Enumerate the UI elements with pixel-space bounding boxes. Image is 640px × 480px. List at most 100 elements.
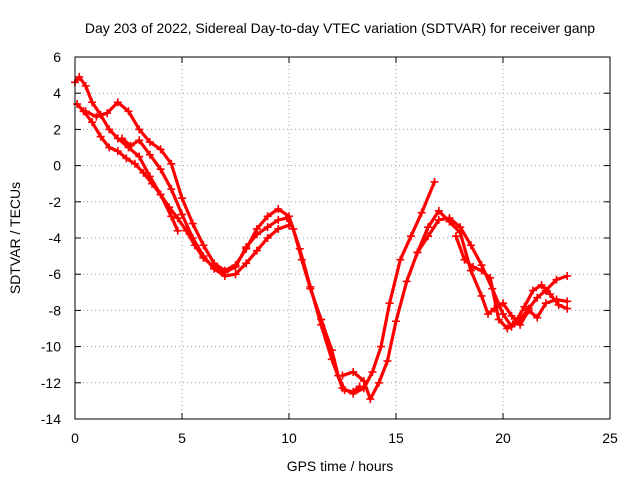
chart-title: Day 203 of 2022, Sidereal Day-to-day VTE… [85,20,595,36]
series-satellite-track-3 [81,98,439,398]
data-point-marker [528,286,537,295]
data-point-marker [199,252,208,261]
data-point-marker [81,81,90,90]
y-tick-label: -14 [41,411,61,427]
data-point-marker [511,317,520,326]
data-point-marker [263,223,272,232]
data-point-marker [124,107,133,116]
data-point-marker [242,244,251,253]
data-point-marker [383,357,392,366]
series-satellite-track-6 [413,206,572,329]
data-point-marker [105,143,114,152]
data-point-marker [156,165,165,174]
data-point-marker [537,281,546,290]
data-point-marker [466,241,475,250]
data-point-marker [274,205,283,214]
data-point-marker [413,248,422,257]
data-point-marker [118,134,127,143]
data-point-marker [274,224,283,233]
data-point-marker [96,132,105,141]
y-tick-label: -10 [41,339,61,355]
data-point-marker [105,125,114,134]
data-point-marker [295,244,304,253]
y-tick-label: 0 [53,158,61,174]
data-point-marker [220,272,229,281]
data-point-marker [252,224,261,233]
data-point-marker [374,378,383,387]
data-point-marker [349,367,358,376]
x-tick-label: 5 [178,430,186,446]
y-tick-label: -8 [49,302,62,318]
data-point-marker [469,262,478,271]
y-tick-label: -12 [41,375,61,391]
data-point-marker [460,255,469,264]
data-point-marker [173,226,182,235]
y-tick-label: -6 [49,266,62,282]
data-point-marker [434,206,443,215]
data-point-marker [135,136,144,145]
data-point-marker [88,118,97,127]
data-point-marker [486,273,495,282]
data-point-marker [563,272,572,281]
grid-lines [75,57,610,419]
x-tick-label: 0 [71,430,79,446]
data-point-marker [145,138,154,147]
data-point-marker [73,100,82,109]
x-tick-label: 20 [495,430,511,446]
x-tick-label: 25 [602,430,618,446]
data-point-marker [263,234,272,242]
data-point-marker [306,282,315,291]
data-point-marker [499,299,507,308]
data-point-marker [130,159,139,168]
data-point-marker [145,150,154,159]
data-point-marker [210,264,219,273]
data-point-marker [563,304,572,313]
data-point-marker [524,306,533,315]
data-point-marker [434,215,443,224]
data-point-marker [541,299,550,308]
data-point-marker [167,212,176,221]
data-point-marker [516,320,525,329]
data-point-marker [126,141,135,150]
data-point-marker [552,275,561,284]
data-point-marker [563,297,572,306]
data-point-marker [520,302,529,311]
series-line [340,216,569,401]
series-line [75,102,362,394]
data-point-marker [499,310,507,319]
data-point-marker [231,270,240,279]
data-point-marker [477,291,486,300]
data-series-group [71,72,572,404]
series-satellite-track-7 [451,232,572,333]
data-point-marker [451,232,460,241]
data-point-marker [92,112,101,121]
data-point-marker [445,217,454,226]
data-point-marker [122,154,131,163]
data-point-marker [327,355,336,364]
data-point-marker [402,277,411,286]
data-point-marker [113,147,122,156]
data-point-marker [178,194,186,203]
data-point-marker [385,299,394,308]
data-point-marker [88,98,97,107]
data-point-marker [546,290,555,299]
data-point-marker [338,371,347,380]
data-point-marker [252,246,261,255]
data-point-marker [317,320,326,329]
data-point-marker [139,168,148,177]
y-axis-label: SDTVAR / TECUs [7,182,23,294]
data-point-marker [417,208,426,217]
data-point-marker [263,212,272,221]
data-point-marker [456,228,465,237]
data-point-marker [285,212,293,221]
data-point-marker [430,177,439,186]
y-tick-label: -4 [49,230,62,246]
data-point-marker [406,232,415,241]
data-point-marker [424,223,433,232]
data-point-marker [75,72,84,81]
data-point-marker [113,98,122,107]
data-point-marker [178,210,186,219]
series-satellite-track-5 [338,214,572,404]
data-point-marker [477,266,486,275]
